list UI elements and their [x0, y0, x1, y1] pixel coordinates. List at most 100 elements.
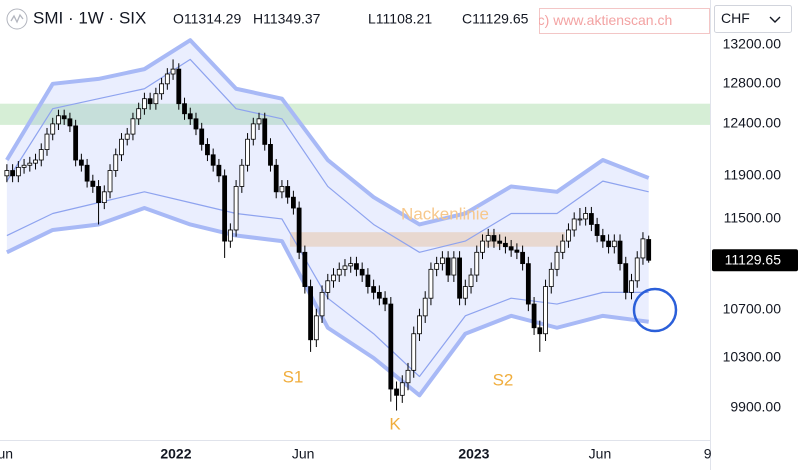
- candle-body: [187, 113, 193, 120]
- candle-body: [262, 118, 268, 145]
- candle-body: [113, 154, 119, 171]
- candle-body: [21, 164, 27, 168]
- watermark-frame: [539, 8, 710, 34]
- candle-body: [61, 115, 67, 120]
- candle-body: [193, 118, 199, 130]
- currency-select[interactable]: [714, 5, 792, 33]
- candle-body: [130, 118, 136, 135]
- candle-body: [170, 68, 176, 75]
- chevron[interactable]: [769, 16, 781, 23]
- x-tick-label: 9: [704, 446, 712, 462]
- zone: [0, 103, 710, 125]
- candle-body: [554, 251, 560, 270]
- candle-body: [101, 191, 107, 204]
- candle-body: [296, 207, 302, 253]
- candle-body: [216, 164, 222, 177]
- candle-body: [543, 286, 548, 335]
- candle-body: [354, 263, 359, 270]
- candle-body: [514, 249, 520, 253]
- candle-body: [623, 263, 629, 293]
- candle-body: [376, 291, 382, 299]
- candle-body: [319, 291, 325, 317]
- candle-body: [485, 235, 491, 242]
- candle-body: [4, 170, 10, 177]
- symbol: SMI · 1W · SIX: [33, 8, 146, 27]
- candle-body: [428, 268, 434, 299]
- candle-body: [508, 246, 514, 251]
- candle-body: [73, 125, 79, 161]
- candle-body: [107, 170, 113, 193]
- candle-body: [422, 297, 428, 317]
- candle-body: [124, 133, 130, 140]
- last-price-label: 11129.65: [725, 251, 782, 267]
- candle-body: [290, 196, 296, 209]
- candle-body: [182, 103, 187, 115]
- candle-body: [640, 238, 646, 259]
- candle-body: [78, 159, 84, 166]
- candle-body: [537, 327, 543, 335]
- ohlc-low: L11108.21: [368, 11, 432, 27]
- candle-body: [371, 286, 377, 293]
- candle-body: [399, 382, 405, 396]
- candle-body: [210, 154, 216, 166]
- candle-body: [10, 170, 16, 177]
- y-tick-label: 10300.00: [723, 349, 782, 365]
- candle-body: [571, 218, 577, 231]
- candle-body: [147, 98, 153, 105]
- logo-mark: [10, 13, 24, 24]
- band-outer-line: [5, 38, 650, 227]
- watermark-box: (c) www.aktienscan.ch: [533, 8, 710, 34]
- candle-body: [405, 369, 411, 384]
- y-tick-label: 9900.00: [730, 399, 781, 415]
- candle-body: [525, 263, 531, 305]
- candle-body: [15, 166, 21, 177]
- candle-body: [439, 257, 445, 265]
- candle-body: [336, 268, 342, 276]
- candle-body: [611, 240, 617, 248]
- candle-body: [531, 303, 537, 329]
- candle-body: [331, 274, 336, 282]
- candle-body: [520, 251, 526, 265]
- candle-body: [503, 242, 508, 248]
- candle-body: [411, 333, 417, 371]
- candle-body: [462, 286, 468, 299]
- candle-body: [474, 251, 480, 276]
- candle-body: [38, 149, 44, 161]
- candle-body: [365, 274, 371, 287]
- band-inner-line: [6, 58, 649, 253]
- x-tick-label: Jun: [0, 446, 13, 462]
- logo: [6, 8, 28, 30]
- candle-body: [90, 180, 96, 187]
- y-tick-label: 10700.00: [723, 301, 782, 317]
- candle-body: [250, 123, 256, 140]
- candle-body: [50, 123, 56, 135]
- candle-body: [451, 257, 457, 276]
- candle-body: [457, 257, 462, 299]
- candle-body: [617, 240, 623, 265]
- candle-body: [285, 186, 291, 198]
- candle-body: [588, 213, 594, 225]
- axes: 13200.00 12800.00 12400.00 11900.00 11500.00…: [0, 36, 798, 462]
- ohlc-high: H11349.37: [253, 11, 321, 27]
- y-tick-label: 12400.00: [723, 115, 782, 131]
- candle-body: [583, 213, 589, 220]
- candle-body: [634, 257, 640, 282]
- last-price-box: [712, 249, 798, 272]
- x-tick-label: 2022: [160, 446, 191, 462]
- candle-body: [33, 159, 38, 164]
- candle-body: [302, 251, 308, 287]
- candle-body: [325, 280, 331, 293]
- candle-body: [577, 218, 583, 221]
- candle-body: [222, 175, 228, 242]
- candle-body: [119, 138, 124, 156]
- candle-body: [359, 268, 365, 276]
- candle-body: [600, 235, 606, 242]
- candle-body: [205, 144, 210, 156]
- currency[interactable]: CHF: [721, 10, 750, 26]
- candle-body: [273, 164, 279, 193]
- y-tick-label: 11900.00: [724, 167, 782, 183]
- watermark: (c) www.aktienscan.ch: [533, 12, 672, 28]
- candle-body: [44, 133, 50, 150]
- candle-body: [199, 128, 205, 145]
- x-tick-label: 2023: [458, 446, 489, 462]
